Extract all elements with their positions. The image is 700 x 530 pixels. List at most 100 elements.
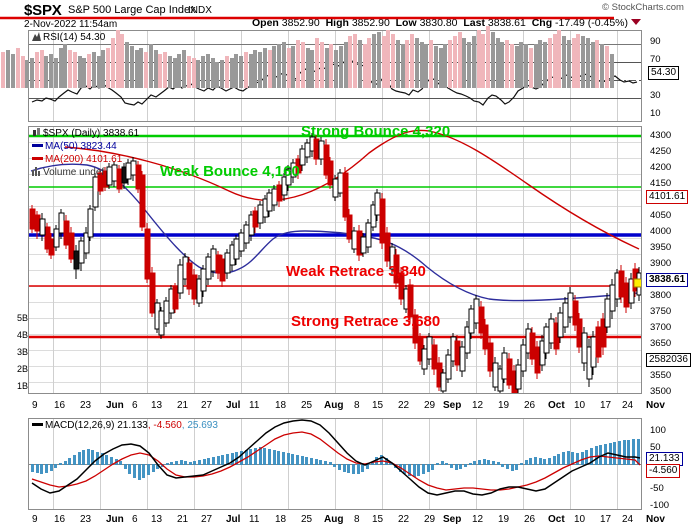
- xaxis2-label-17: 17: [600, 514, 612, 525]
- quote-timestamp: 2-Nov-2022 11:54am: [24, 19, 118, 30]
- price-tick-4250: 4250: [650, 146, 672, 157]
- rsi-tick-70: 70: [650, 54, 661, 65]
- xaxis2-label-jul: Jul: [226, 514, 241, 525]
- price-tick-4200: 4200: [650, 162, 672, 173]
- xaxis-label-nov: Nov: [646, 400, 665, 411]
- xaxis2-label-13: 13: [151, 514, 163, 525]
- price-tick-3800: 3800: [650, 290, 672, 301]
- xaxis-label-13: 13: [151, 400, 163, 411]
- volume-tick-3b: 3B: [17, 347, 29, 357]
- ma200-swatch-icon: [32, 157, 43, 160]
- ma200-value-callout: 4101.61: [646, 190, 689, 204]
- xaxis2-label-21: 21: [177, 514, 189, 525]
- macd-legend-value: 21.133: [117, 420, 148, 431]
- xaxis-label-16: 16: [54, 400, 66, 411]
- open-value: 3852.90: [281, 17, 320, 29]
- ma50-swatch-icon: [32, 144, 43, 147]
- xaxis-label-21: 21: [177, 400, 189, 411]
- price-tick-3900: 3900: [650, 258, 672, 269]
- macd-tick-neg50: -50: [650, 483, 664, 494]
- xaxis2-label-10: 10: [574, 514, 586, 525]
- price-legend-ma200: MA(200) 4101.61: [32, 154, 122, 166]
- xaxis-label-6: 6: [132, 400, 138, 411]
- price-tick-3700: 3700: [650, 322, 672, 333]
- macd-legend-prefix: MACD(12,26,9): [45, 420, 115, 431]
- xaxis2-label-18: 18: [275, 514, 287, 525]
- xaxis2-label-24: 24: [622, 514, 634, 525]
- volume-bars-icon: [32, 167, 41, 176]
- xaxis2-label-nov: Nov: [646, 514, 665, 525]
- volume-tick-5b: 5B: [17, 313, 29, 323]
- macd-signal-callout: -4.560: [646, 464, 681, 478]
- change-down-arrow-icon: [631, 19, 641, 25]
- xaxis2-label-23: 23: [80, 514, 92, 525]
- price-tick-4300: 4300: [650, 130, 672, 141]
- volume-panel: [0, 0, 614, 88]
- xaxis2-label-29: 29: [424, 514, 436, 525]
- price-plot: [29, 127, 641, 393]
- price-tick-3550: 3550: [650, 370, 672, 381]
- xaxis-label-12: 12: [472, 400, 484, 411]
- low-label: Low: [395, 17, 417, 29]
- quote-bar: Open 3852.90 High 3852.90 Low 3830.80 La…: [252, 17, 641, 29]
- xaxis-label-aug: Aug: [324, 400, 344, 411]
- rsi-legend-text: RSI(14) 54.30: [43, 32, 106, 43]
- macd-legend-signal: -4.560: [153, 420, 182, 431]
- xaxis-label-8b: 8: [354, 400, 360, 411]
- xaxis2-label-12: 12: [472, 514, 484, 525]
- xaxis-label-25: 25: [301, 400, 313, 411]
- last-label: Last: [463, 17, 485, 29]
- price-tick-4150: 4150: [650, 178, 672, 189]
- annotation-strong-bounce: Strong Bounce 4,320: [301, 123, 451, 140]
- rsi-tick-90: 90: [650, 36, 661, 47]
- xaxis-label-10: 10: [574, 400, 586, 411]
- xaxis-label-jul: Jul: [226, 400, 241, 411]
- high-label: High: [325, 17, 349, 29]
- xaxis-label-11: 11: [249, 400, 260, 411]
- last-price-callout: 3838.61: [646, 273, 689, 287]
- xaxis2-label-8b: 8: [354, 514, 360, 525]
- stockcharts-credit: © StockCharts.com: [602, 2, 684, 13]
- price-tick-4050: 4050: [650, 210, 672, 221]
- ma200-legend-text: MA(200) 4101.61: [45, 154, 123, 165]
- xaxis2-label-sep: Sep: [443, 514, 462, 525]
- xaxis-label-15: 15: [372, 400, 384, 411]
- xaxis2-label-15: 15: [372, 514, 384, 525]
- high-value: 3852.90: [351, 17, 390, 29]
- volume-tick-1b: 1B: [17, 381, 29, 391]
- change-value: -17.49 (-0.45%): [555, 17, 628, 29]
- price-panel: $SPX (Daily) 3838.61 MA(50) 3823.44 MA(2…: [28, 123, 642, 394]
- annotation-weak-bounce: Weak Bounce 4,160: [160, 163, 300, 180]
- xaxis2-label-26: 26: [524, 514, 536, 525]
- xaxis2-label-oct: Oct: [548, 514, 565, 525]
- ticker-name: S&P 500 Large Cap Index: [68, 4, 196, 16]
- macd-tick-neg100: -100: [650, 500, 670, 511]
- rsi-current-value-callout: 54.30: [648, 66, 680, 80]
- macd-tick-50: 50: [650, 442, 661, 453]
- volume-legend-text: Volume undef: [43, 167, 105, 178]
- xaxis-label-26: 26: [524, 400, 536, 411]
- xaxis-label-oct: Oct: [548, 400, 565, 411]
- ticker-symbol: $SPX: [24, 2, 62, 19]
- xaxis2-label-9: 9: [32, 514, 38, 525]
- macd-legend-hist: 25.693: [187, 420, 218, 431]
- rsi-legend: RSI(14) 54.30: [32, 32, 105, 44]
- rsi-tick-30: 30: [650, 90, 661, 101]
- price-legend-main-text: $SPX (Daily) 3838.61: [43, 128, 140, 139]
- change-label: Chg: [531, 17, 553, 29]
- xaxis2-label-aug: Aug: [324, 514, 344, 525]
- xaxis-label-22: 22: [398, 400, 410, 411]
- xaxis-label-24: 24: [622, 400, 634, 411]
- xaxis-label-23: 23: [80, 400, 92, 411]
- volume-value-callout: 2582036: [646, 353, 691, 367]
- price-legend-ma50: MA(50) 3823.44: [32, 141, 117, 153]
- price-legend-main: $SPX (Daily) 3838.61: [32, 128, 139, 140]
- macd-tick-100: 100: [650, 425, 666, 436]
- xaxis2-label-22: 22: [398, 514, 410, 525]
- rsi-mountain-icon: [32, 32, 41, 41]
- macd-panel: MACD(12,26,9) 21.133, -4.560, 25.693: [28, 418, 642, 510]
- annotation-weak-retrace: Weak Retrace 3,840: [286, 263, 426, 280]
- volume-tick-4b: 4B: [17, 330, 29, 340]
- exchange-label: INDX: [188, 5, 212, 16]
